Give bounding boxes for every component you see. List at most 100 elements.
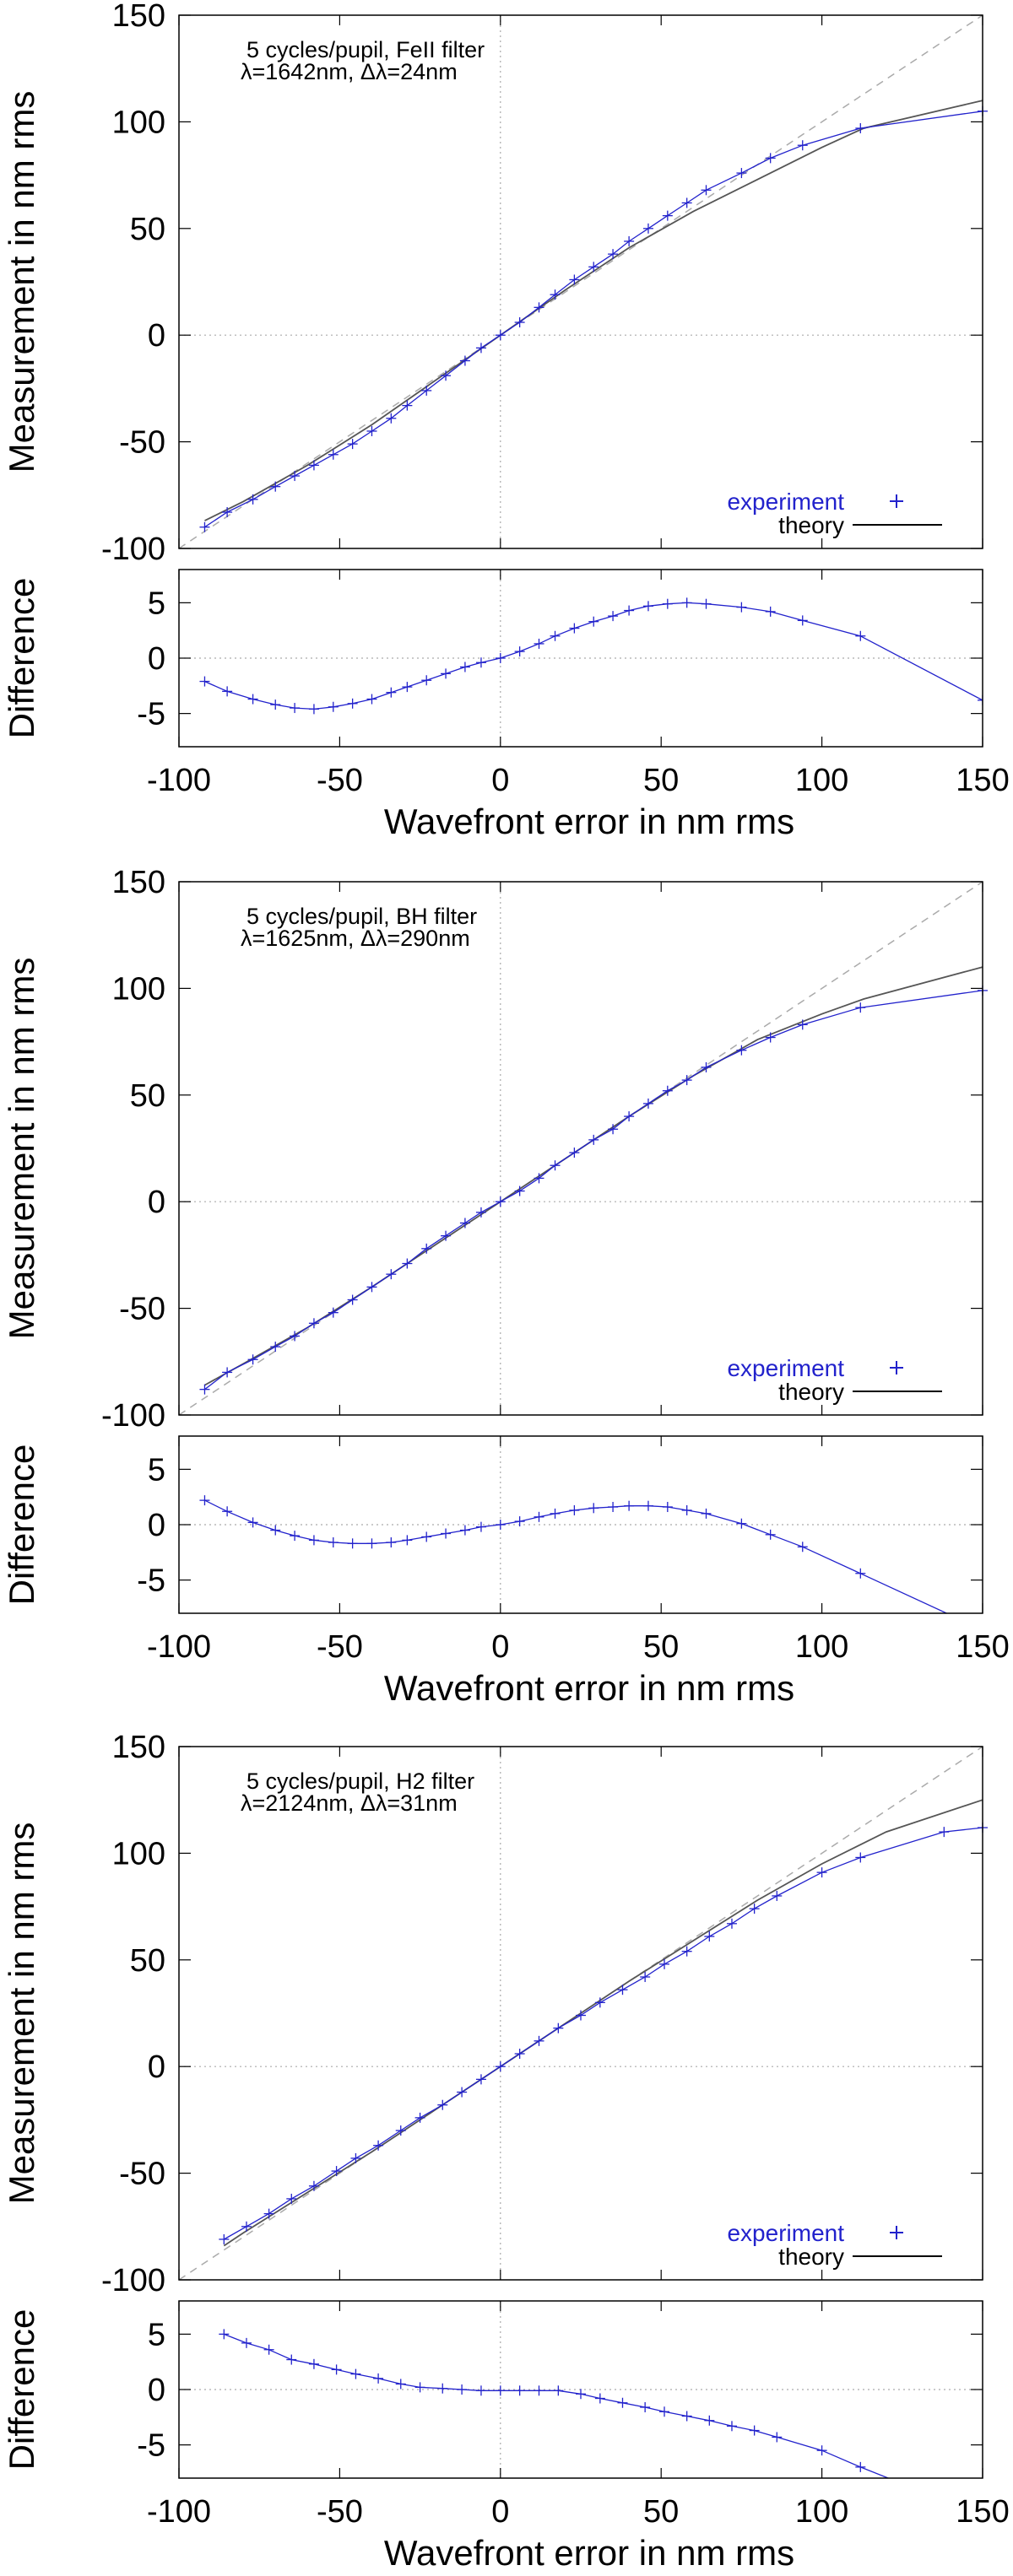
experiment-point [386,1269,397,1280]
legend-experiment-symbol [890,1361,903,1374]
experiment-point [402,1258,413,1269]
difference-point [642,1500,653,1511]
experiment-point [331,2166,342,2177]
diff-xtick-label: -50 [317,1629,363,1665]
xlabel: Wavefront error in nm rms [384,802,794,841]
annotation-line-2: λ=2124nm, Δλ=31nm [241,1790,458,1816]
experiment-point [765,1032,776,1043]
difference-point [662,1502,673,1512]
difference-point [736,1518,747,1529]
difference-point [222,1506,233,1517]
experiment-point [475,1207,486,1218]
difference-point [588,1503,599,1514]
diff-xtick-label: 150 [956,2494,1009,2530]
difference-point [534,1511,544,1522]
main-ytick-label: 150 [112,0,165,34]
experiment-point [386,413,397,424]
difference-point [624,1500,635,1511]
difference-point [219,2329,230,2340]
experiment-point [270,1342,281,1353]
experiment-point [222,507,233,518]
experiment-point [681,1946,692,1957]
difference-point [704,2415,715,2426]
xlabel: Wavefront error in nm rms [384,2533,794,2573]
main-ytick-label: -50 [119,1292,165,1327]
diff-xtick-label: 0 [491,1629,509,1665]
difference-point [459,662,470,672]
experiment-point [608,249,619,260]
difference-point [437,2383,448,2394]
difference-point [495,2385,506,2396]
experiment-point [199,521,210,532]
experiment-point [514,1185,525,1196]
difference-point [617,2397,628,2408]
experiment-point [366,425,377,436]
experiment-point [736,168,747,179]
difference-point [199,676,210,687]
difference-point [640,2402,651,2412]
difference-point [534,638,544,649]
experiment-point [588,262,599,273]
difference-point [624,605,635,616]
main-ytick-label: 50 [130,1078,165,1114]
main-ylabel: Measurement in nm rms [2,958,41,1340]
experiment-point [495,330,506,341]
difference-point [681,597,692,608]
difference-point [681,1504,692,1515]
theory-line [223,1799,983,2247]
experiment-point [701,1061,712,1072]
difference-point [816,2445,827,2456]
main-plot-frame [178,14,983,549]
difference-point [347,1538,358,1549]
difference-point [475,2385,486,2396]
experiment-point [459,355,470,366]
legend-experiment-symbol [890,2226,903,2239]
diff-xtick-label: 0 [491,763,509,798]
experiment-point [681,1075,692,1086]
experiment-point [662,1085,673,1096]
difference-point [270,1525,281,1536]
difference-point [308,2358,319,2369]
annotation-line-1: 5 cycles/pupil, FeII filter [246,37,485,62]
diff-ytick-label: 0 [148,2373,165,2408]
difference-point [797,1542,808,1553]
difference-point [550,630,561,641]
experiment-point [659,1958,670,1969]
difference-point [308,1535,319,1546]
difference-point [414,2382,425,2393]
difference-point [534,2385,544,2396]
annotation-line-2: λ=1642nm, Δλ=24nm [241,59,458,84]
experiment-point [459,1218,470,1229]
difference-point [662,598,673,609]
difference-point [855,1568,866,1579]
experiment-point [588,1134,599,1145]
difference-point [765,1529,776,1540]
experiment-point [308,460,319,471]
diff-ytick-label: 0 [148,641,165,677]
experiment-point [553,2022,564,2033]
experiment-point [662,210,673,221]
theory-line [204,966,983,1386]
difference-point [569,623,580,634]
difference-point [263,2344,274,2355]
diff-xtick-label: -100 [147,2494,211,2530]
experiment-point [749,1904,760,1914]
theory-line [204,100,983,521]
difference-point [395,2379,406,2390]
diff-xtick-label: 50 [643,2494,679,2530]
main-plot-frame [178,881,983,1416]
legend-experiment-symbol [890,494,903,508]
difference-point [594,2393,605,2404]
experiment-point [347,439,358,450]
experiment-point [241,2221,252,2232]
experiment-point [441,1230,452,1241]
experiment-point [514,2049,525,2060]
experiment-point [855,122,866,133]
difference-point [373,2373,384,2384]
main-ylabel: Measurement in nm rms [2,1823,41,2205]
experiment-point [642,1098,653,1109]
annotation-line-2: λ=1625nm, Δλ=290nm [241,926,470,951]
experiment-point [726,1918,737,1929]
